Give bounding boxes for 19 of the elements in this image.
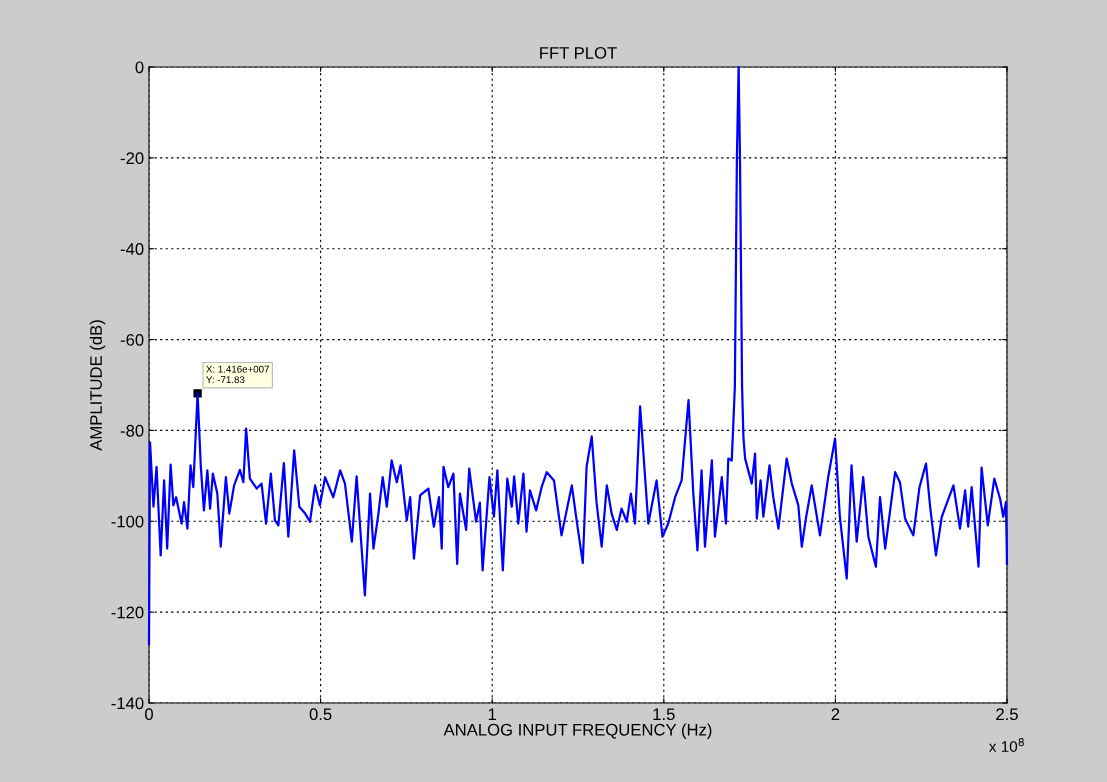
y-tick-label: 0 (135, 61, 144, 74)
x-tick-label: 0 (145, 708, 153, 721)
annotation: X: 1.416e+007 Y: -71.83 (206, 365, 269, 384)
y-tick-label: -120 (111, 606, 144, 619)
y-tick-label: -20 (120, 152, 144, 165)
y-tick-label: -140 (111, 697, 144, 710)
x-tick-label: 1 (488, 708, 497, 720)
y-axis-title: AMPLITUDE (dB) (89, 320, 106, 451)
x-tick-label: 0.5 (309, 708, 332, 721)
x-tick-label: 2.5 (996, 708, 1018, 721)
x-tick-label: 2 (831, 708, 840, 720)
text: x 10$^{8}$ (988, 738, 1024, 752)
y-tick-label: -60 (120, 333, 144, 346)
y-tick-label: -40 (120, 243, 144, 255)
x-axis-title: ANALOG INPUT FREQUENCY (Hz) (443, 723, 712, 739)
chart-title: FFT PLOT (540, 47, 617, 59)
y-tick-label: -100 (111, 515, 144, 528)
y-tick-label: -80 (120, 424, 144, 437)
x-tick-label: 1.5 (653, 708, 675, 721)
